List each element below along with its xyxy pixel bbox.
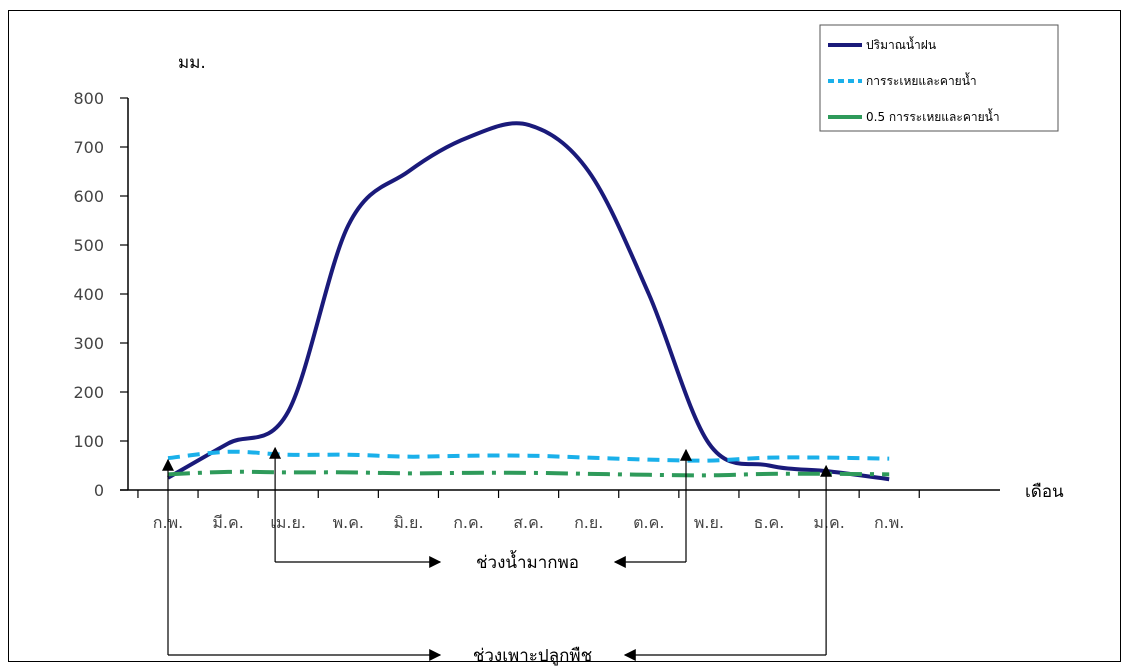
y-tick-label: 0 <box>94 481 104 500</box>
annotation-label-0: ช่วงน้ำมากพอ <box>476 550 579 573</box>
x-tick-label: พ.ย. <box>694 513 724 532</box>
x-tick-label: มี.ค. <box>212 513 243 532</box>
y-tick-label: 200 <box>73 383 104 402</box>
y-tick-label: 800 <box>73 89 104 108</box>
x-tick-label: พ.ค. <box>333 513 364 532</box>
x-tick-label: ส.ค. <box>513 513 544 532</box>
series-line-1 <box>167 449 890 463</box>
axes <box>120 97 1000 498</box>
x-tick-label: เม.ย. <box>270 513 306 532</box>
y-tick-label: 600 <box>73 187 104 206</box>
y-axis-label: มม. <box>178 53 206 73</box>
x-tick-label: ธ.ค. <box>754 513 785 532</box>
x-tick-label: มิ.ย. <box>393 513 423 532</box>
y-tick-label: 700 <box>73 138 104 157</box>
x-tick-label: ต.ค. <box>633 513 664 532</box>
x-tick-label: ม.ค. <box>813 513 844 532</box>
legend-label-2: 0.5 การระเหยและคายน้ำ <box>866 108 1000 124</box>
legend-label-1: การระเหยและคายน้ำ <box>866 72 977 88</box>
chart-frame <box>8 10 1121 662</box>
y-tick-label: 500 <box>73 236 104 255</box>
y-tick-label: 300 <box>73 334 104 353</box>
x-axis-label: เดือน <box>1025 482 1064 502</box>
x-tick-label: ก.ย. <box>574 513 603 532</box>
series-lines <box>167 121 890 482</box>
series-line-0 <box>167 121 890 482</box>
legend-label-0: ปริมาณน้ำฝน <box>866 36 936 52</box>
x-tick-label: ก.พ. <box>874 513 904 532</box>
annotation-label-1: ช่วงเพาะปลูกพืช <box>473 646 592 666</box>
series-line-2 <box>167 469 890 478</box>
y-tick-label: 100 <box>73 432 104 451</box>
tick-labels: 0 100 200 300 400 500 600 700 800 ก.พ. มี.ค. เม.ย. พ… <box>73 89 904 532</box>
legend-box <box>819 24 1059 132</box>
y-tick-label: 400 <box>73 285 104 304</box>
x-tick-label: ก.ค. <box>453 513 484 532</box>
